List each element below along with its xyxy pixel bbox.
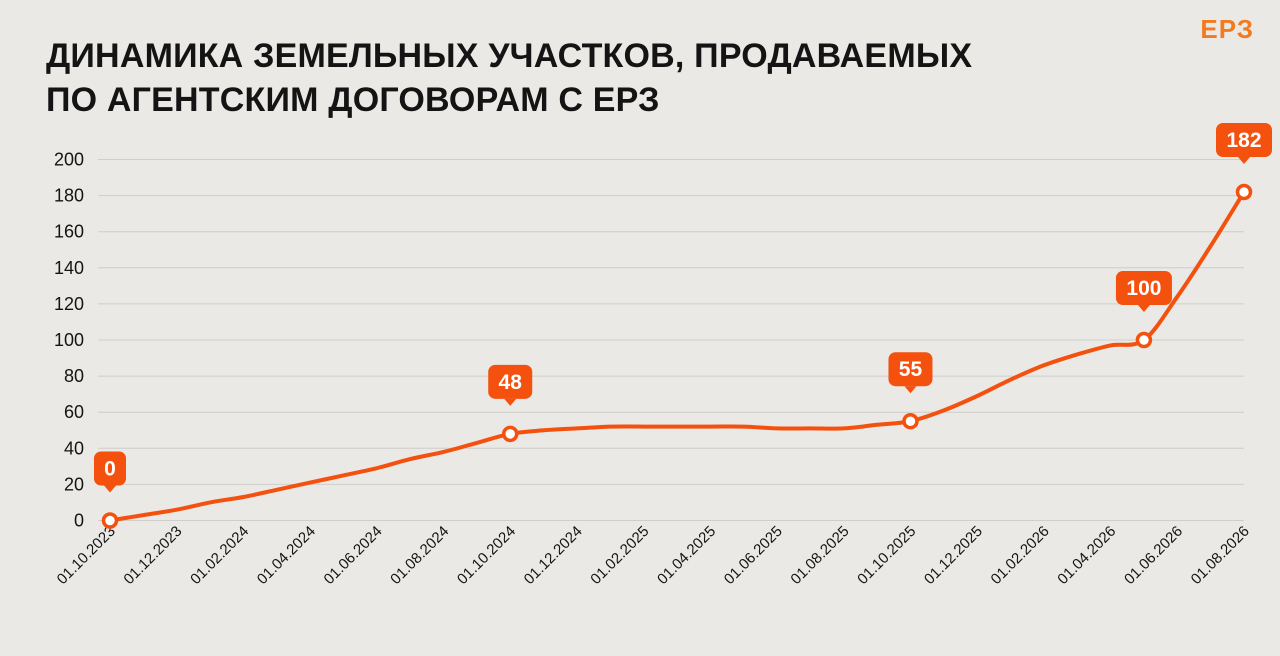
x-tick-label: 01.08.2025 [787, 523, 852, 588]
y-tick-label: 120 [54, 294, 84, 314]
y-tick-label: 200 [54, 150, 84, 170]
data-label-badge [94, 451, 126, 486]
data-label: 48 [499, 371, 523, 394]
data-label-pointer [104, 485, 116, 493]
y-tick-label: 140 [54, 258, 84, 278]
data-label-badge [1115, 271, 1172, 305]
x-tick-label: 01.08.2026 [1188, 523, 1253, 588]
x-tick-label: 01.04.2026 [1054, 523, 1119, 588]
data-label: 100 [1126, 277, 1161, 300]
x-tick-label: 01.02.2024 [187, 523, 252, 588]
x-tick-label: 01.06.2026 [1121, 523, 1186, 588]
x-tick-label: 01.12.2025 [921, 523, 986, 588]
x-tick-label: 01.04.2025 [654, 523, 719, 588]
data-label: 182 [1226, 129, 1261, 152]
y-tick-label: 180 [54, 186, 84, 206]
data-point-marker [1235, 183, 1253, 201]
data-label: 55 [899, 358, 923, 381]
y-tick-label: 20 [64, 474, 84, 494]
x-tick-label: 01.08.2024 [387, 523, 452, 588]
data-label-badge [1216, 122, 1272, 157]
x-tick-label: 01.10.2025 [854, 523, 919, 588]
x-tick-label: 01.06.2024 [321, 523, 386, 588]
y-tick-label: 0 [74, 511, 84, 531]
chart-title-line-1: ДИНАМИКА ЗЕМЕЛЬНЫХ УЧАСТКОВ, ПРОДАВАЕМЫХ [46, 37, 973, 75]
chart-title: ДИНАМИКА ЗЕМЕЛЬНЫХ УЧАСТКОВ, ПРОДАВАЕМЫХ… [46, 34, 972, 122]
x-tick-label: 01.02.2025 [587, 523, 652, 588]
data-label-badge [888, 352, 933, 387]
x-tick-label: 01.02.2026 [988, 523, 1053, 588]
data-label: 0 [104, 458, 116, 481]
annotations-layer: 0 48 55 100 182 [94, 122, 1272, 493]
data-point-marker [1135, 331, 1153, 349]
x-tick-label: 01.06.2025 [721, 523, 786, 588]
y-axis-ticks: 0 20 40 60 80 100 120 140 160 180 200 [54, 150, 84, 531]
y-tick-label: 100 [54, 330, 84, 350]
data-label-pointer [504, 398, 517, 406]
data-label-pointer [1137, 305, 1150, 312]
y-tick-label: 160 [54, 222, 84, 242]
x-tick-label: 01.10.2023 [54, 523, 119, 588]
data-point-marker [501, 425, 519, 443]
x-tick-label: 01.10.2024 [454, 523, 519, 588]
x-tick-label: 01.04.2024 [254, 523, 319, 588]
x-tick-label: 01.12.2023 [120, 523, 185, 588]
grid-layer [98, 159, 1244, 521]
data-point-marker [902, 412, 919, 430]
data-label-pointer [904, 386, 917, 394]
y-tick-label: 60 [64, 402, 84, 422]
series-line [108, 190, 1246, 523]
erz-logo: ЕРЗ [1200, 14, 1254, 44]
series-layer [101, 183, 1253, 529]
data-point-marker [101, 512, 119, 529]
data-label-badge [488, 364, 533, 399]
x-axis-ticks: 01.10.2023 01.12.2023 01.02.2024 01.04.2024… [54, 523, 1253, 588]
chart-title-line-2: ПО АГЕНТСКИМ ДОГОВОРАМ С ЕРЗ [46, 81, 660, 119]
data-label-pointer [1238, 156, 1250, 164]
x-tick-label: 01.12.2024 [521, 523, 586, 588]
y-tick-label: 80 [64, 366, 84, 386]
y-tick-label: 40 [64, 438, 84, 458]
